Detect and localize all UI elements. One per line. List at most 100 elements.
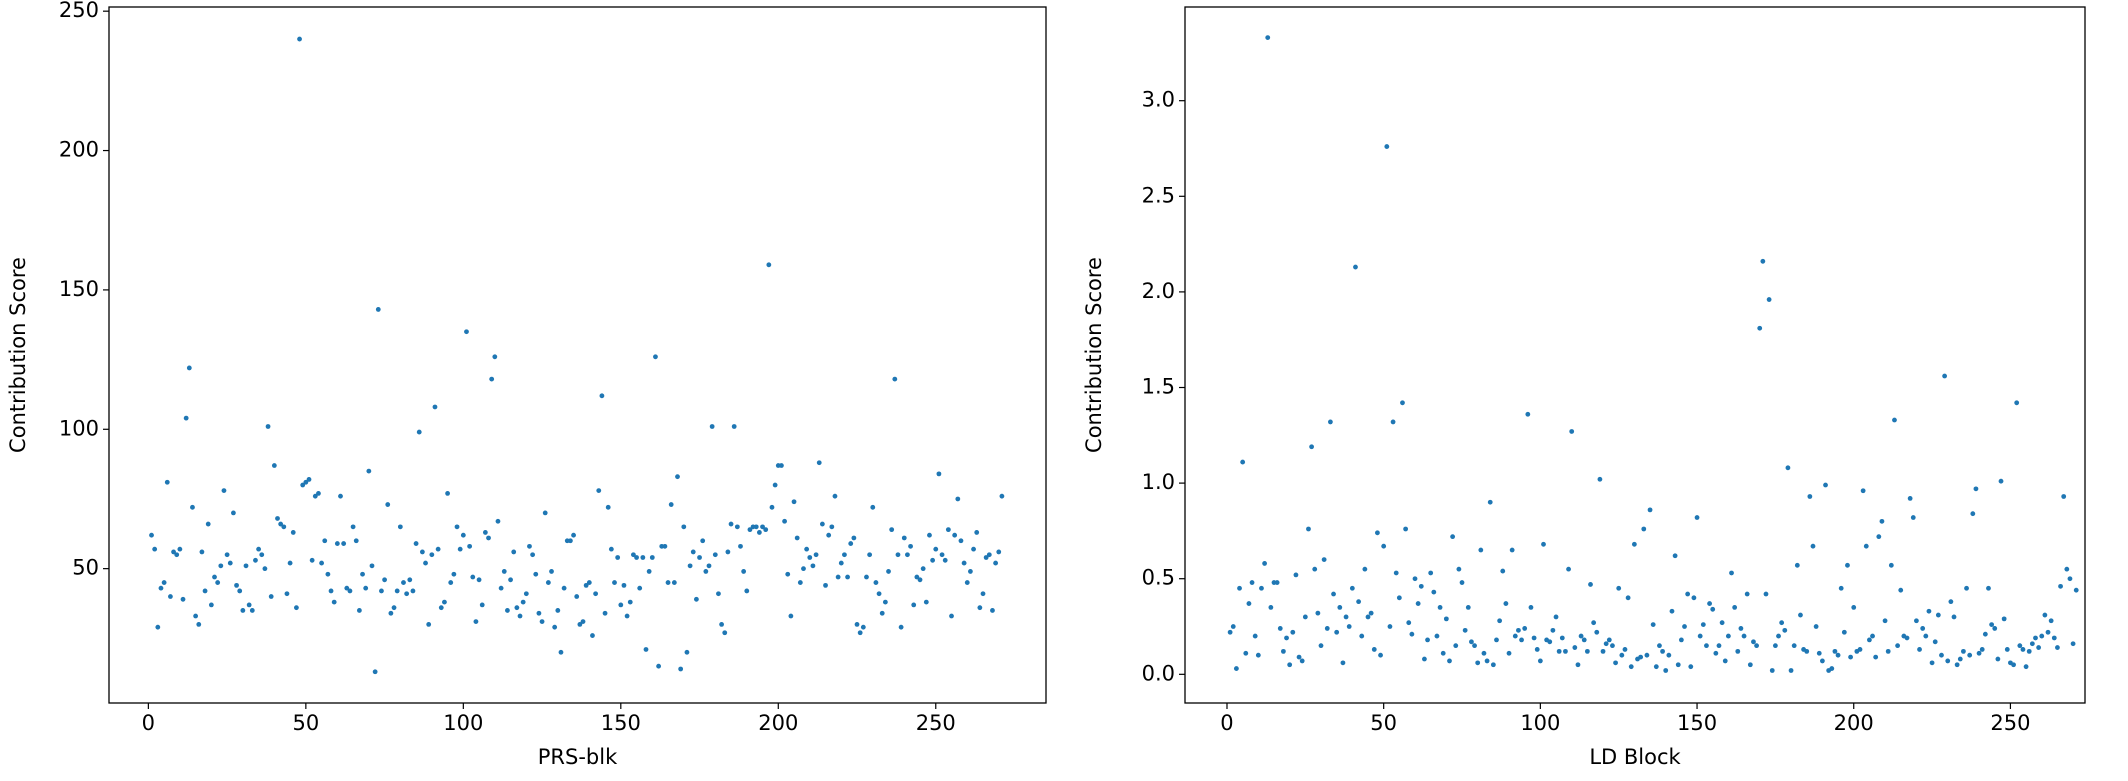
x-tick-label: 0	[1220, 711, 1233, 735]
scatter-point	[1368, 610, 1374, 616]
scatter-point	[1450, 534, 1456, 540]
scatter-point	[2073, 587, 2079, 593]
scatter-point	[1443, 616, 1449, 622]
scatter-point	[615, 555, 621, 560]
scatter-point	[1719, 620, 1725, 626]
scatter-point	[612, 580, 617, 585]
scatter-point	[1935, 612, 1941, 618]
scatter-point	[1870, 633, 1875, 639]
scatter-point	[1340, 660, 1346, 666]
scatter-point	[460, 532, 466, 538]
scatter-point	[1772, 643, 1778, 649]
scatter-point	[1641, 526, 1647, 532]
scatter-point	[1356, 599, 1362, 605]
scatter-point	[854, 621, 860, 627]
scatter-point	[1284, 635, 1289, 641]
scatter-point	[284, 591, 290, 597]
scatter-point	[864, 574, 869, 580]
scatter-point	[1600, 648, 1606, 654]
x-tick-label: 150	[1677, 711, 1717, 735]
scatter-point	[1725, 633, 1731, 639]
scatter-point	[867, 552, 873, 558]
scatter-point	[1700, 622, 1706, 628]
scatter-point	[256, 546, 262, 552]
scatter-point	[990, 608, 995, 613]
scatter-point	[936, 471, 942, 477]
scatter-point	[741, 569, 747, 574]
scatter-point	[1331, 591, 1336, 597]
scatter-point	[1503, 601, 1509, 606]
scatter-point	[1979, 647, 1985, 652]
scatter-point	[366, 468, 372, 474]
scatter-point	[1606, 637, 1612, 643]
scatter-point	[1547, 639, 1553, 645]
scatter-point	[649, 555, 655, 560]
scatter-point	[1688, 664, 1694, 670]
scatter-point	[1233, 666, 1239, 671]
scatter-point	[586, 580, 592, 585]
scatter-point	[457, 546, 463, 552]
scatter-point	[325, 571, 331, 577]
scatter-point	[177, 546, 183, 552]
scatter-point	[347, 588, 353, 594]
scatter-point	[892, 376, 898, 382]
scatter-point	[382, 577, 387, 583]
scatter-point	[331, 599, 337, 605]
y-axis-label: Contribution Score	[6, 257, 30, 453]
scatter-point	[1823, 482, 1828, 488]
scatter-point	[593, 591, 599, 597]
scatter-point	[1735, 648, 1741, 654]
scatter-point	[1512, 633, 1518, 639]
scatter-point	[1393, 570, 1399, 576]
scatter-point	[419, 549, 425, 555]
scatter-point	[709, 424, 715, 429]
scatter-point	[1644, 652, 1650, 658]
scatter-point	[372, 669, 378, 675]
y-tick-label: 1.5	[1142, 375, 1175, 399]
scatter-point	[968, 569, 973, 574]
scatter-point	[1240, 459, 1246, 465]
scatter-point	[898, 624, 904, 630]
scatter-point	[599, 393, 605, 399]
scatter-point	[621, 582, 627, 588]
scatter-point	[1497, 618, 1503, 624]
scatter-point	[1804, 648, 1810, 654]
scatter-point	[1252, 633, 1258, 639]
scatter-point	[734, 524, 740, 530]
scatter-point	[1553, 614, 1559, 620]
scatter-point	[1255, 652, 1261, 658]
scatter-point	[1763, 591, 1769, 597]
scatter-point	[161, 580, 167, 585]
scatter-point	[202, 588, 208, 594]
scatter-point	[640, 555, 646, 560]
scatter-point	[605, 504, 611, 510]
scatter-point	[149, 532, 154, 538]
scatter-point	[1760, 258, 1766, 264]
scatter-point	[1970, 511, 1976, 517]
scatter-point	[1660, 648, 1665, 654]
scatter-point	[1591, 620, 1597, 626]
scatter-point	[356, 608, 362, 613]
scatter-point	[290, 530, 296, 535]
scatter-point	[1566, 566, 1571, 572]
scatter-point	[1904, 635, 1910, 641]
scatter-point	[322, 538, 328, 544]
scatter-point	[782, 518, 787, 524]
scatter-point	[958, 538, 964, 544]
scatter-point	[1465, 604, 1471, 610]
scatter-point	[1559, 635, 1565, 641]
scatter-point	[1776, 633, 1781, 639]
scatter-point	[1945, 658, 1951, 664]
scatter-point	[1694, 515, 1700, 520]
scatter-point	[1528, 604, 1534, 610]
scatter-point	[1277, 626, 1283, 631]
scatter-point	[1403, 526, 1409, 532]
scatter-point	[1265, 35, 1271, 40]
scatter-point	[1541, 541, 1546, 547]
scatter-point	[158, 585, 164, 591]
scatter-point	[1494, 637, 1499, 643]
scatter-point	[693, 596, 699, 602]
x-tick-label: 200	[1834, 711, 1874, 735]
scatter-point	[1506, 650, 1512, 656]
